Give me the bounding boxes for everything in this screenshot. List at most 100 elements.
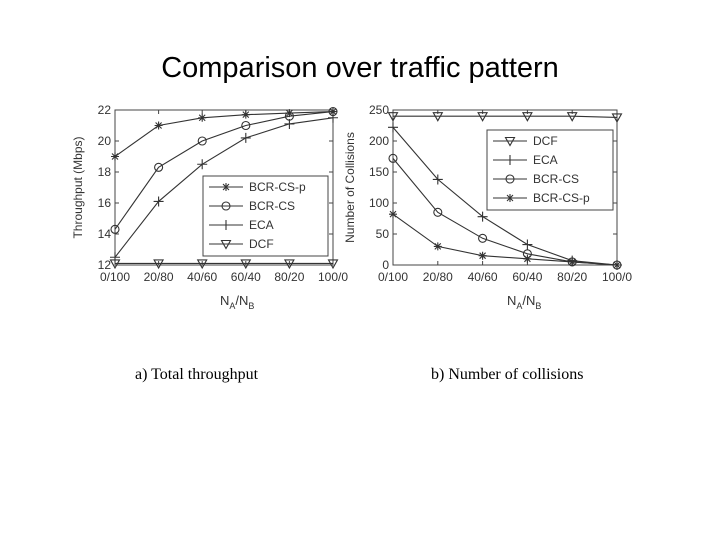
collisions-xtick-label: 100/0 xyxy=(602,270,632,284)
throughput-series-eca-point xyxy=(284,118,295,129)
throughput-series-dcf-point xyxy=(153,259,165,270)
throughput-series-dcf-point xyxy=(240,259,252,270)
throughput-series-bcr-cs xyxy=(110,107,338,234)
throughput-legend-marker xyxy=(222,183,230,191)
collisions-series-eca-point xyxy=(477,211,488,222)
collisions-legend-marker xyxy=(504,136,516,147)
throughput-series-eca-line xyxy=(114,117,334,258)
throughput-xtick-label: 100/0 xyxy=(318,270,348,284)
collisions-plot-frame xyxy=(392,109,618,266)
collisions-series-bcr-cs-p-point xyxy=(433,242,442,251)
collisions-series-eca-point xyxy=(432,174,443,185)
collisions-series-bcr-cs-p-point xyxy=(613,261,621,269)
collisions-series-dcf-point xyxy=(387,112,399,122)
collisions-series-dcf-point xyxy=(432,112,444,122)
throughput-legend-label: ECA xyxy=(249,218,274,232)
collisions-xtick-label: 20/80 xyxy=(423,270,453,284)
throughput-series-dcf-point xyxy=(327,259,339,270)
collisions-series-dcf-line xyxy=(393,115,618,118)
throughput-legend-label: DCF xyxy=(249,237,274,251)
collisions-legend-label: BCR-CS xyxy=(533,172,579,186)
collisions-series-eca-point xyxy=(522,239,533,250)
throughput-series-bcr-cs-point xyxy=(241,120,251,131)
collisions-series-dcf-point xyxy=(611,113,623,124)
throughput-series-bcr-cs-p-point xyxy=(285,109,294,118)
collisions-legend-box xyxy=(486,129,614,211)
throughput-series-bcr-cs-p xyxy=(111,107,337,161)
throughput-series-bcr-cs-p-point xyxy=(154,121,163,130)
collisions-legend-label: ECA xyxy=(533,153,558,167)
collisions-ytick-label: 200 xyxy=(369,134,389,148)
collisions-series-eca xyxy=(388,122,622,270)
throughput-xaxis-label: NA/NB xyxy=(220,293,254,311)
collisions-yaxis-label: Number of Collisions xyxy=(343,132,357,243)
throughput-series-eca-point xyxy=(328,112,338,123)
collisions-series-bcr-cs-point xyxy=(478,233,488,243)
throughput-xtick-label: 80/20 xyxy=(274,270,304,284)
collisions-series-bcr-cs-p xyxy=(389,210,621,269)
throughput-series-bcr-cs-p-point xyxy=(329,107,337,116)
collisions-xaxis-label: NA/NB xyxy=(507,293,541,311)
collisions-series-bcr-cs-p-point xyxy=(389,210,397,219)
throughput-ytick-label: 18 xyxy=(98,165,112,179)
throughput-legend-marker xyxy=(221,220,231,230)
throughput-ytick-label: 20 xyxy=(98,134,112,148)
throughput-xtick-label: 60/40 xyxy=(231,270,261,284)
throughput-series-eca xyxy=(110,112,338,263)
throughput-series-dcf-point xyxy=(196,259,208,270)
throughput-yaxis-label: Throughput (Mbps) xyxy=(71,136,85,238)
collisions-legend-marker xyxy=(506,194,514,202)
collisions-xtick-label: 80/20 xyxy=(557,270,587,284)
throughput-series-bcr-cs-point xyxy=(154,162,164,172)
throughput-series-eca-point xyxy=(240,132,251,143)
throughput-legend-marker xyxy=(221,201,231,211)
throughput-xtick-label: 0/100 xyxy=(100,270,130,284)
throughput-series-dcf-point xyxy=(109,259,121,270)
collisions-legend-marker xyxy=(505,155,515,165)
collisions-series-eca-point xyxy=(388,122,398,133)
caption-throughput: a) Total throughput xyxy=(135,366,259,383)
collisions-chart: 0 50 100 150 200 250 0/100 20/80 40/60 60/40 80/20… xyxy=(343,103,632,311)
throughput-xtick-label: 40/60 xyxy=(187,270,217,284)
collisions-legend-label: DCF xyxy=(533,134,558,148)
throughput-legend-marker xyxy=(220,239,232,250)
collisions-legend-label: BCR-CS-p xyxy=(533,191,590,205)
collisions-legend-marker xyxy=(505,174,515,184)
throughput-ytick-label: 16 xyxy=(98,196,112,210)
throughput-legend: BCR-CS-p BCR-CS ECA DCF xyxy=(202,175,329,257)
throughput-series-bcr-cs-p-point xyxy=(198,113,207,122)
collisions-series-bcr-cs-p-line xyxy=(392,213,618,266)
collisions-xtick-label: 60/40 xyxy=(512,270,542,284)
collisions-ytick-label: 0 xyxy=(382,258,389,272)
caption-collisions: b) Number of collisions xyxy=(431,366,584,383)
collisions-series-bcr-cs-p-point xyxy=(523,254,532,263)
slide-title: Comparison over traffic pattern xyxy=(161,52,559,84)
throughput-series-dcf-point xyxy=(283,259,295,270)
throughput-xtick-label: 20/80 xyxy=(144,270,174,284)
collisions-series-bcr-cs-point xyxy=(433,207,443,217)
throughput-series-bcr-cs-point xyxy=(197,136,207,146)
throughput-series-eca-point xyxy=(110,252,120,263)
throughput-legend-label: BCR-CS xyxy=(249,199,295,213)
collisions-xtick-label: 40/60 xyxy=(468,270,498,284)
throughput-series-bcr-cs-p-line xyxy=(114,111,334,157)
collisions-legend: DCF ECA BCR-CS BCR-CS-p xyxy=(486,129,614,211)
throughput-series-eca-point xyxy=(197,159,208,170)
throughput-series-bcr-cs-p-point xyxy=(111,152,119,161)
collisions-series-dcf-point xyxy=(477,112,489,122)
collisions-series-bcr-cs-p-point xyxy=(568,257,577,266)
throughput-series-eca-point xyxy=(153,196,164,207)
throughput-legend-label: BCR-CS-p xyxy=(249,180,306,194)
throughput-chart: 12 14 16 18 20 22 0/100 20/80 40/60 60/40 80/20 100… xyxy=(71,103,348,311)
throughput-series-dcf xyxy=(109,259,339,270)
collisions-series-eca-line xyxy=(392,127,618,266)
collisions-series-dcf-point xyxy=(521,112,533,122)
collisions-ytick-label: 150 xyxy=(369,165,389,179)
collisions-series-bcr-cs-p-point xyxy=(478,251,487,260)
collisions-ytick-label: 100 xyxy=(369,196,389,210)
throughput-series-bcr-cs-p-point xyxy=(241,110,250,119)
throughput-series-bcr-cs-point xyxy=(110,224,120,234)
collisions-series-dcf-point xyxy=(566,112,578,122)
collisions-xtick-label: 0/100 xyxy=(378,270,408,284)
